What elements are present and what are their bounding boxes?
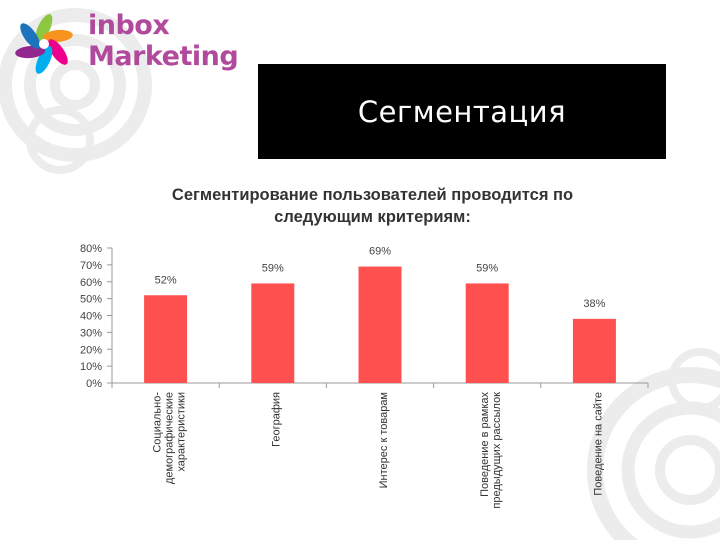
y-tick-label: 30% [80, 327, 102, 339]
logo-petal [15, 45, 46, 59]
logo-petal [20, 23, 41, 49]
logo-petal [35, 14, 53, 42]
category-label-line: Поведение в рамках [479, 392, 491, 497]
slide-title: Сегментация [357, 94, 567, 129]
category-label-line: предыдущих рассылок [491, 392, 503, 509]
y-tick-label: 40% [80, 311, 102, 323]
data-label: 52% [155, 274, 177, 286]
data-label: 69% [369, 246, 391, 258]
data-label: 38% [583, 298, 605, 310]
bar [144, 295, 188, 383]
logo-star-icon [15, 14, 73, 74]
logo-center [39, 39, 49, 49]
y-tick-label: 20% [80, 344, 102, 356]
y-tick-label: 10% [80, 361, 102, 373]
logo-petal [47, 39, 68, 65]
category-label: Социально-демографические характеристики [152, 392, 188, 484]
category-label: Поведение на сайте [592, 392, 604, 496]
y-tick-label: 60% [80, 277, 102, 289]
logo: inbox Marketing [8, 8, 239, 78]
chart-title: Сегментирование пользователей проводится… [100, 184, 645, 228]
y-tick-label: 0% [86, 378, 102, 390]
logo-petal [35, 46, 53, 74]
bar [465, 283, 509, 383]
bar [572, 318, 616, 383]
category-label-line: характеристики [176, 392, 188, 472]
chart-title-line-2: следующим критериям: [274, 208, 471, 226]
slide-title-box: Сегментация [258, 64, 666, 159]
data-label: 59% [476, 262, 498, 274]
data-label: 59% [262, 262, 284, 274]
category-label: Поведение в рамках предыдущих рассылок [479, 392, 503, 509]
y-tick-label: 70% [80, 260, 102, 272]
logo-petal [42, 29, 73, 43]
y-tick-label: 50% [80, 294, 102, 306]
category-label-line: Интерес к товарам [378, 392, 390, 488]
category-label-line: демографические [164, 392, 176, 484]
chart-title-line-1: Сегментирование пользователей проводится… [171, 186, 574, 204]
category-label: Интерес к товарам [378, 392, 390, 488]
category-label-line: География [271, 392, 283, 447]
bar [358, 266, 402, 383]
category-label-line: Поведение на сайте [592, 392, 604, 496]
bar [251, 283, 295, 383]
y-tick-label: 80% [80, 243, 102, 255]
category-label: География [271, 392, 283, 447]
category-label-line: Социально- [152, 392, 164, 453]
logo-text-inbox: inbox [88, 10, 170, 41]
logo-text-marketing: Marketing [88, 41, 239, 72]
